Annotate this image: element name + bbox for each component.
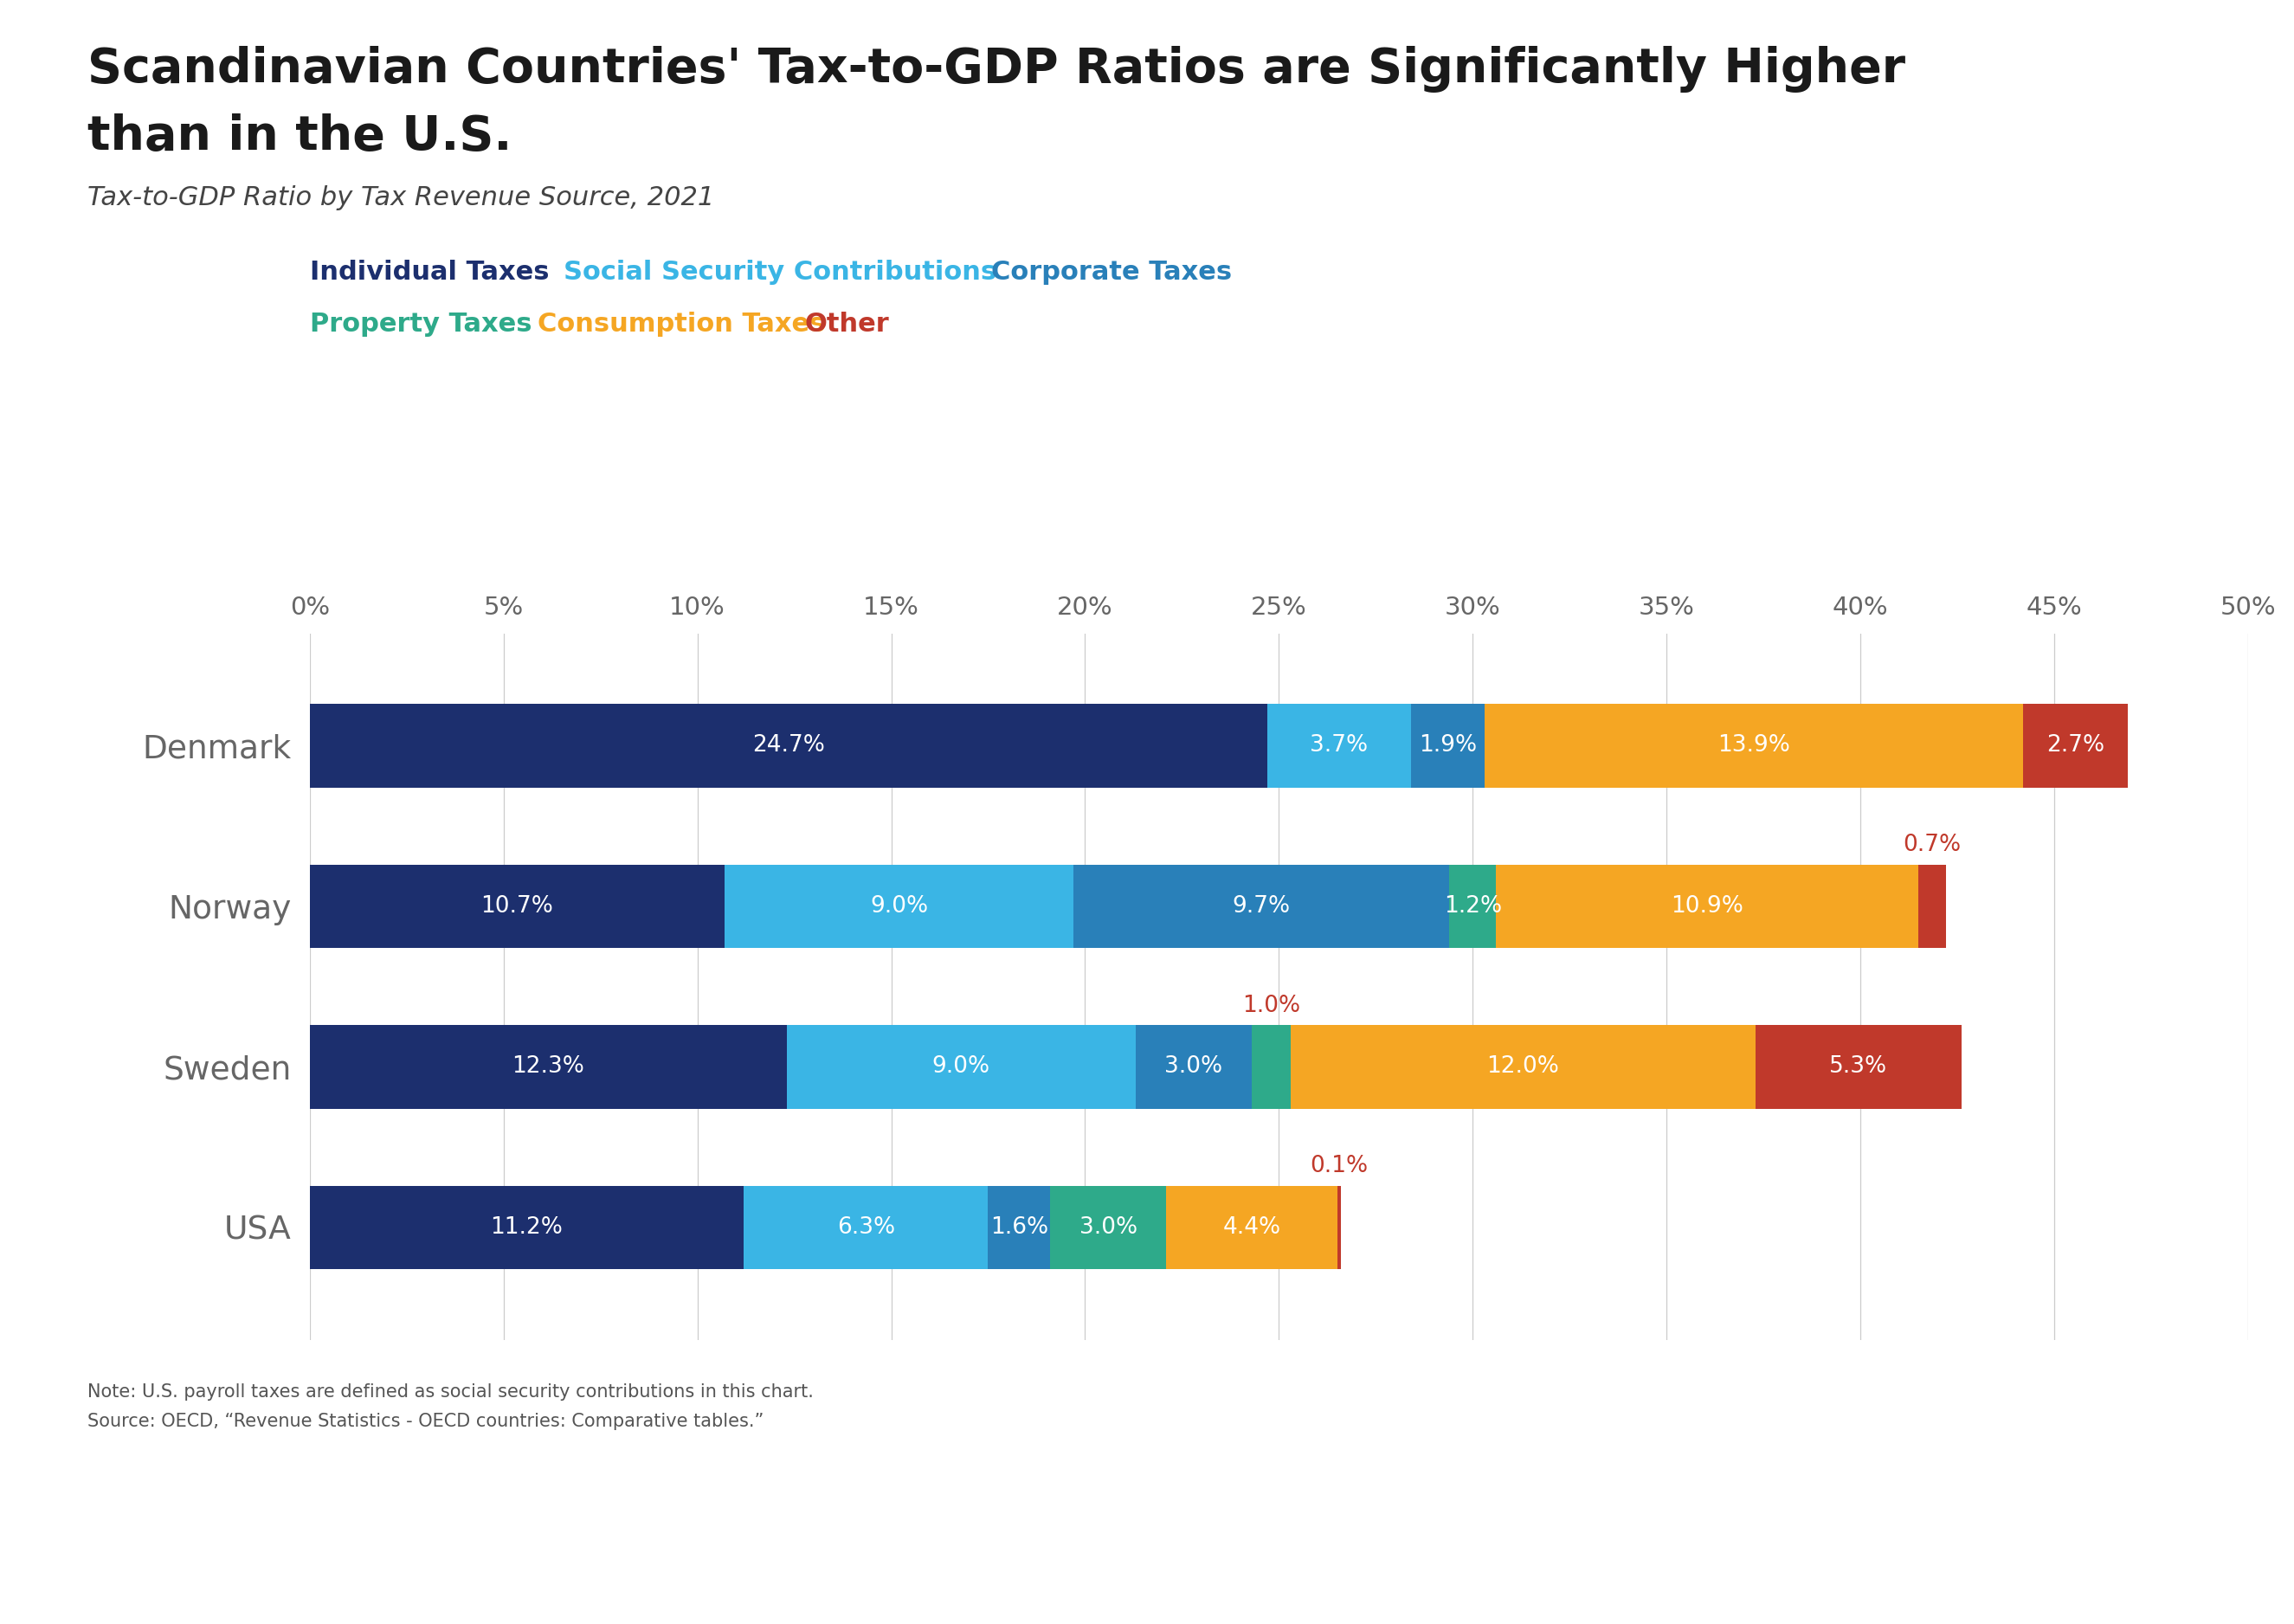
Bar <box>1450 864 1496 948</box>
Text: Consumption Taxes: Consumption Taxes <box>537 312 826 336</box>
Text: 6.3%: 6.3% <box>837 1216 895 1239</box>
Text: 9.0%: 9.0% <box>931 1056 991 1078</box>
Bar <box>1292 1025 1755 1109</box>
Text: Property Taxes: Property Taxes <box>310 312 532 336</box>
Text: 1.6%: 1.6% <box>991 1216 1048 1239</box>
Bar <box>1266 705 1411 788</box>
Text: 24.7%: 24.7% <box>752 734 826 757</box>
Bar <box>1411 705 1484 788</box>
Text: 9.7%: 9.7% <box>1232 895 1292 918</box>
Text: Individual Taxes: Individual Taxes <box>310 260 548 284</box>
Text: 2.7%: 2.7% <box>2046 734 2104 757</box>
Text: 12.3%: 12.3% <box>512 1056 585 1078</box>
Bar <box>1074 864 1450 948</box>
Bar <box>743 1186 989 1270</box>
Text: 1.2%: 1.2% <box>1443 895 1503 918</box>
Bar <box>725 864 1074 948</box>
Bar <box>1918 864 1945 948</box>
Text: Note: U.S. payroll taxes are defined as social security contributions in this ch: Note: U.S. payroll taxes are defined as … <box>87 1384 814 1402</box>
Bar <box>1253 1025 1292 1109</box>
Bar <box>1136 1025 1253 1109</box>
Text: TAX FOUNDATION: TAX FOUNDATION <box>46 1549 381 1582</box>
Bar <box>1051 1186 1165 1270</box>
Text: 4.4%: 4.4% <box>1223 1216 1280 1239</box>
Text: Social Security Contributions: Social Security Contributions <box>564 260 998 284</box>
Text: 10.7%: 10.7% <box>482 895 553 918</box>
Text: Corporate Taxes: Corporate Taxes <box>991 260 1232 284</box>
Bar <box>1496 864 1918 948</box>
Bar <box>1484 705 2023 788</box>
Text: 3.0%: 3.0% <box>1165 1056 1223 1078</box>
Text: 0.7%: 0.7% <box>1904 835 1961 856</box>
Text: Other: Other <box>805 312 890 336</box>
Text: 13.9%: 13.9% <box>1718 734 1789 757</box>
Text: 9.0%: 9.0% <box>869 895 929 918</box>
Text: 1.9%: 1.9% <box>1418 734 1477 757</box>
Text: 1.0%: 1.0% <box>1241 994 1301 1017</box>
Text: than in the U.S.: than in the U.S. <box>87 114 512 161</box>
Bar <box>310 705 1266 788</box>
Bar <box>310 1186 743 1270</box>
Bar <box>310 864 725 948</box>
Text: 0.1%: 0.1% <box>1310 1155 1367 1177</box>
Bar <box>787 1025 1136 1109</box>
Text: Source: OECD, “Revenue Statistics - OECD countries: Comparative tables.”: Source: OECD, “Revenue Statistics - OECD… <box>87 1413 764 1431</box>
Bar <box>1755 1025 1961 1109</box>
Bar <box>989 1186 1051 1270</box>
Text: 3.7%: 3.7% <box>1310 734 1367 757</box>
Text: 10.9%: 10.9% <box>1670 895 1743 918</box>
Text: 3.0%: 3.0% <box>1078 1216 1138 1239</box>
Bar <box>1165 1186 1337 1270</box>
Text: Scandinavian Countries' Tax-to-GDP Ratios are Significantly Higher: Scandinavian Countries' Tax-to-GDP Ratio… <box>87 45 1904 93</box>
Text: @TaxFoundation: @TaxFoundation <box>2021 1553 2248 1579</box>
Text: 11.2%: 11.2% <box>491 1216 562 1239</box>
Bar <box>310 1025 787 1109</box>
Bar <box>1337 1186 1342 1270</box>
Text: 5.3%: 5.3% <box>1828 1056 1888 1078</box>
Bar <box>2023 705 2129 788</box>
Text: Tax-to-GDP Ratio by Tax Revenue Source, 2021: Tax-to-GDP Ratio by Tax Revenue Source, … <box>87 185 713 209</box>
Text: 12.0%: 12.0% <box>1487 1056 1560 1078</box>
